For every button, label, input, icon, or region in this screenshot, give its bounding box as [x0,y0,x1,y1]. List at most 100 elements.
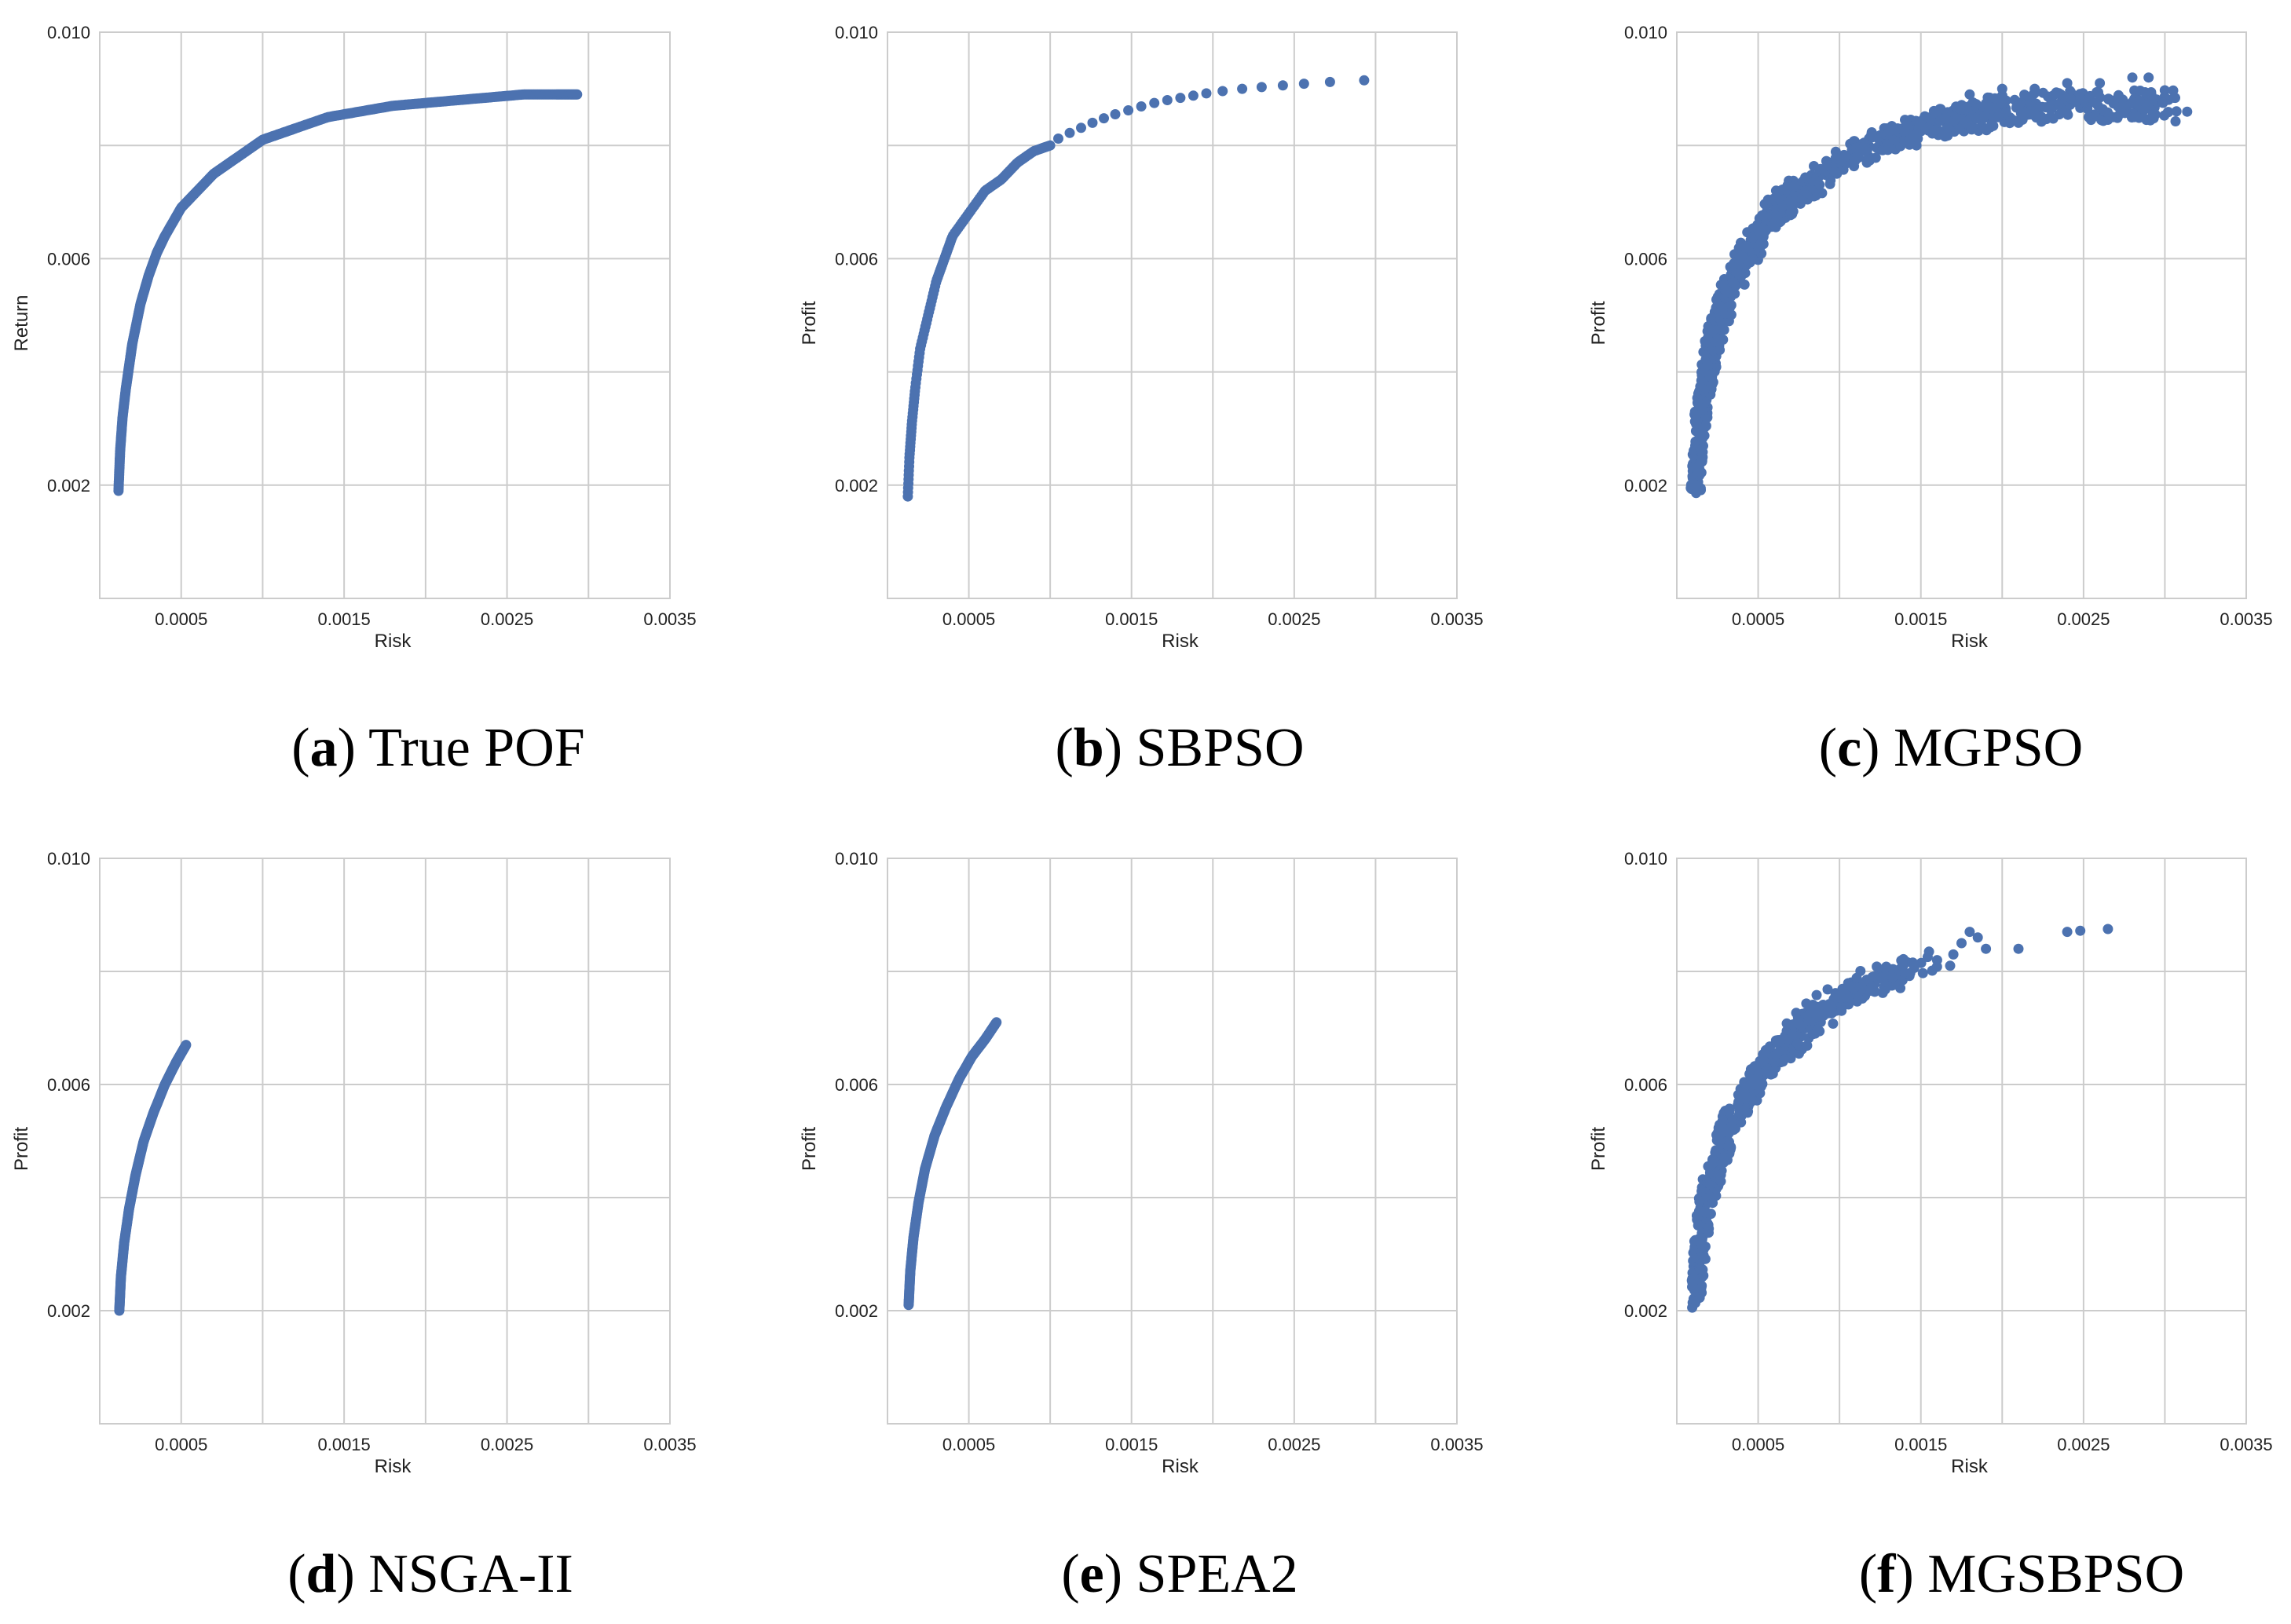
data-point [1923,946,1934,957]
data-point [1931,955,1942,966]
data-point [2146,105,2157,115]
data-point [2134,95,2145,106]
data-point [2117,100,2128,111]
data-point [1828,1019,1839,1029]
data-point [1726,300,1737,310]
data-point [1879,963,1890,974]
data-point [1123,105,1134,115]
data-point [2095,78,2106,89]
data-point [1941,113,1951,124]
data-point [1149,97,1160,108]
data-point [1878,975,1889,986]
data-point [1696,1206,1707,1216]
data-point [1855,966,1866,976]
panel-e: 0.0005 0.0015 0.0025 0.0035 0.002 0.006 0.010 R… [799,849,1484,1477]
caption-c: (c) MGPSO [1818,718,2084,778]
data-point [2103,94,2114,105]
data-point [1972,932,1983,943]
data-point [1870,152,1881,163]
data-point [2170,93,2180,104]
data-point [1971,113,1982,124]
data-point [2129,112,2139,123]
data-point [1759,210,1769,221]
data-point [1724,1107,1735,1118]
data-point [1943,122,1954,133]
panel-d: 0.0005 0.0015 0.0025 0.0035 0.002 0.006 0.010 R… [11,849,697,1477]
data-point [1872,961,1883,972]
x-tick-label: 0.0035 [643,609,696,629]
data-point [1887,971,1898,982]
data-point [1715,345,1726,356]
panel-c: 0.0005 0.0015 0.0025 0.0035 0.002 0.006 0.010 R… [1588,23,2273,652]
data-point [1950,112,1961,123]
data-point [1807,1000,1818,1010]
data-point [181,1040,192,1051]
data-point [1917,967,1928,978]
data-point [1256,82,1267,93]
data-point [1277,80,1288,91]
y-tick-label: 0.006 [1624,249,1667,269]
data-point [1175,93,1186,104]
y-tick-label: 0.002 [835,476,878,496]
caption-e: (e) SPEA2 [1061,1544,1298,1604]
data-point [1298,79,1309,90]
data-point [2157,97,2168,108]
y-tick-label: 0.006 [835,1075,878,1095]
data-point [2143,72,2154,83]
data-point [1324,76,1335,87]
y-tick-label: 0.002 [47,476,90,496]
data-point [1810,175,1821,186]
data-point [1789,181,1800,192]
data-point [1829,166,1839,177]
data-point [1993,112,2004,123]
y-tick-label: 0.002 [835,1301,878,1321]
data-point [1731,266,1742,277]
data-point [2075,93,2086,104]
plot-frame [99,858,671,1425]
x-tick-label: 0.0005 [155,609,207,629]
x-tick-label: 0.0025 [1268,609,1320,629]
data-point [1826,1002,1837,1013]
x-axis-label: Risk [1162,1456,1199,1477]
y-tick-label: 0.006 [47,1075,90,1095]
data-point [1809,1008,1820,1019]
data-point [2065,93,2076,104]
x-tick-label: 0.0015 [317,1435,370,1454]
data-point [1136,101,1147,112]
data-point [2031,110,2042,120]
data-point [1964,927,1975,938]
y-axis-label: Profit [1588,301,1609,345]
y-axis-label: Profit [11,1127,32,1171]
data-point [2093,87,2103,97]
data-point [1770,1049,1781,1060]
y-axis-label: Profit [799,1127,820,1171]
data-point [2162,107,2173,118]
x-tick-label: 0.0025 [1268,1435,1320,1454]
data-point [2182,106,2193,117]
data-point [2083,112,2094,123]
series-points [1685,72,2193,499]
y-tick-label: 0.010 [1624,23,1667,42]
data-point [1748,232,1759,243]
y-axis-label: Profit [1588,1127,1609,1171]
data-point [1690,426,1701,437]
x-tick-label: 0.0015 [1894,1435,1947,1454]
x-axis-label: Risk [1951,1456,1989,1477]
data-point [1201,88,1212,99]
data-point [2170,116,2181,126]
x-axis-label: Risk [375,631,412,652]
x-tick-label: 0.0005 [1732,1435,1784,1454]
data-point [2146,87,2157,97]
x-tick-label: 0.0005 [942,609,995,629]
data-point [1740,241,1751,252]
data-point [1717,1115,1728,1126]
series-points [902,75,1370,502]
data-point [1981,123,1992,134]
data-point [2015,97,2026,108]
data-point [1866,129,1877,140]
data-point [1087,117,1098,128]
data-point [2171,106,2182,117]
data-point [1824,178,1835,189]
data-point [1887,121,1898,132]
panel-a: 0.0005 0.0015 0.0025 0.0035 0.002 0.006 0.010 R… [11,23,697,652]
